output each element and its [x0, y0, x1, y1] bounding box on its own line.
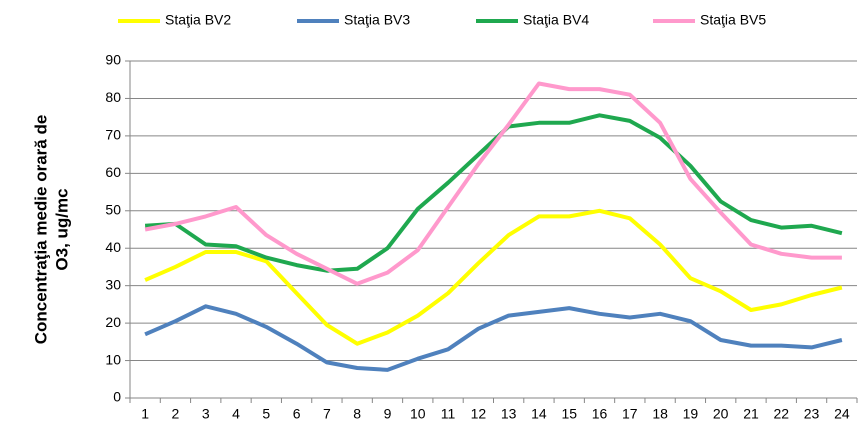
y-axis-label-line: O3, ug/mc [52, 188, 71, 270]
x-tick-label: 20 [713, 406, 729, 422]
series-line [144, 208, 843, 346]
y-tick-label: 0 [113, 389, 121, 405]
y-tick-label: 60 [105, 164, 121, 180]
series-line [144, 304, 843, 372]
y-tick-label: 70 [105, 127, 121, 143]
y-tick-label: 30 [105, 276, 121, 292]
x-tick-label: 12 [471, 406, 487, 422]
legend-label: Staţia BV2 [165, 12, 231, 28]
legend-label: Staţia BV3 [344, 12, 410, 28]
x-tick-label: 2 [172, 406, 180, 422]
y-tick-label: 90 [105, 52, 121, 68]
x-tick-label: 16 [592, 406, 608, 422]
legend-label: Staţia BV5 [700, 12, 766, 28]
x-tick-label: 9 [384, 406, 392, 422]
x-tick-label: 24 [834, 406, 850, 422]
x-tick-label: 18 [652, 406, 668, 422]
y-tick-label: 10 [105, 351, 121, 367]
series-line [144, 81, 842, 286]
x-tick-label: 15 [561, 406, 577, 422]
x-tick-label: 3 [202, 406, 210, 422]
y-tick-label: 20 [105, 314, 121, 330]
legend-label: Staţia BV4 [523, 12, 589, 28]
y-tick-label: 40 [105, 239, 121, 255]
y-axis-label: Concentraţia medie orară de O3, ug/mc [31, 115, 71, 345]
x-tick-label: 6 [293, 406, 301, 422]
x-tick-label: 13 [501, 406, 517, 422]
x-tick-label: 14 [531, 406, 547, 422]
x-tick-label: 1 [141, 406, 149, 422]
x-tick-label: 8 [353, 406, 361, 422]
x-tick-label: 11 [441, 406, 456, 422]
x-tick-label: 17 [622, 406, 638, 422]
y-tick-label: 80 [105, 89, 121, 105]
x-tick-label: 21 [743, 406, 759, 422]
x-tick-label: 4 [232, 406, 240, 422]
x-tick-label: 22 [773, 406, 789, 422]
x-tick-label: 23 [804, 406, 820, 422]
x-tick-label: 5 [262, 406, 270, 422]
x-tick-label: 19 [683, 406, 699, 422]
y-tick-label: 50 [105, 201, 121, 217]
x-tick-label: 10 [410, 406, 426, 422]
x-tick-label: 7 [323, 406, 331, 422]
series-line [144, 113, 843, 273]
y-axis-label-line: Concentraţia medie orară de [31, 115, 50, 345]
